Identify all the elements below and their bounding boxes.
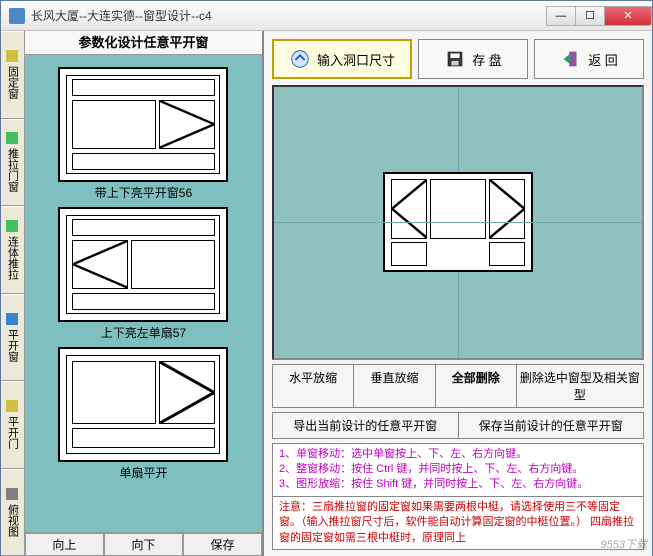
tab-label: 俯视图 (4, 504, 20, 537)
button-label: 返 回 (588, 50, 618, 69)
tab-icon (6, 50, 18, 62)
tab-icon (6, 400, 18, 412)
hinge-icon (160, 101, 214, 148)
io-buttons: 导出当前设计的任意平开窗 保存当前设计的任意平开窗 (272, 412, 644, 439)
exit-icon (560, 48, 582, 70)
template-nav: 向上 向下 保存 (25, 532, 262, 556)
help-line: 3、图形放缩：按住 Shift 键，并同时按上、下、左、右方向键。 (279, 477, 637, 492)
tab-icon (6, 132, 18, 144)
titlebar: 长风大厦--大连实德--窗型设计--c4 — ☐ ✕ (1, 1, 652, 31)
tab-combo-sliding[interactable]: 连体推拉 (1, 206, 24, 294)
tab-label: 固定窗 (4, 66, 20, 99)
window-controls: — ☐ ✕ (547, 6, 652, 26)
tab-casement-window[interactable]: 平开窗 (1, 294, 24, 382)
save-icon (444, 48, 466, 70)
template-label: 单扇平开 (31, 464, 256, 481)
window-shape[interactable] (383, 172, 533, 272)
help-line: 1、单窗移动：选中单窗按上、下、左、右方向键。 (279, 447, 637, 462)
tab-top-view[interactable]: 俯视图 (1, 469, 24, 556)
delete-selected-button[interactable]: 删除选中窗型及相关窗型 (517, 365, 643, 407)
measure-icon (289, 48, 311, 70)
delete-all-button[interactable]: 全部删除 (436, 365, 517, 407)
window-title: 长风大厦--大连实德--窗型设计--c4 (31, 7, 547, 24)
template-panel: 参数化设计任意平开窗 带上下亮平开窗56 (25, 31, 264, 556)
close-button[interactable]: ✕ (604, 6, 652, 26)
hinge-icon (160, 362, 214, 423)
tab-label: 平开窗 (4, 329, 20, 362)
design-canvas[interactable] (272, 85, 644, 360)
back-button[interactable]: 返 回 (534, 39, 644, 79)
tab-casement-door[interactable]: 平开门 (1, 381, 24, 469)
tab-label: 连体推拉 (4, 236, 20, 280)
tab-fixed-window[interactable]: 固定窗 (1, 31, 24, 119)
vscale-button[interactable]: 垂直放缩 (354, 365, 435, 407)
button-label: 输入洞口尺寸 (317, 50, 395, 69)
save-current-button[interactable]: 保存当前设计的任意平开窗 (459, 413, 644, 438)
template-list: 带上下亮平开窗56 上下亮左单扇57 (25, 55, 262, 532)
help-text: 1、单窗移动：选中单窗按上、下、左、右方向键。 2、整窗移动：按住 Ctrl 键… (272, 443, 644, 497)
minimize-button[interactable]: — (546, 6, 576, 26)
button-label: 存 盘 (472, 50, 502, 69)
template-label: 带上下亮平开窗56 (31, 184, 256, 201)
save-button[interactable]: 存 盘 (418, 39, 528, 79)
hinge-icon (490, 180, 525, 238)
scale-buttons: 水平放缩 垂直放缩 全部删除 删除选中窗型及相关窗型 (272, 364, 644, 408)
template-panel-title: 参数化设计任意平开窗 (25, 31, 262, 55)
tab-label: 推拉门窗 (4, 148, 20, 192)
tab-icon (6, 220, 18, 232)
maximize-button[interactable]: ☐ (575, 6, 605, 26)
app-window: 长风大厦--大连实德--窗型设计--c4 — ☐ ✕ 固定窗 推拉门窗 连体推拉… (0, 0, 653, 556)
template-thumb[interactable] (58, 67, 228, 182)
export-button[interactable]: 导出当前设计的任意平开窗 (273, 413, 459, 438)
tab-label: 平开门 (4, 416, 20, 449)
note-text: 注意：三扇推拉窗的固定窗如果需要两根中梃，请选择使用三不等固定窗。（输入推拉窗尺… (272, 497, 644, 550)
nav-down-button[interactable]: 向下 (104, 533, 183, 556)
hscale-button[interactable]: 水平放缩 (273, 365, 354, 407)
nav-up-button[interactable]: 向上 (25, 533, 104, 556)
tab-icon (6, 313, 18, 325)
toolbar: 输入洞口尺寸 存 盘 返 回 (268, 35, 648, 83)
hinge-icon (392, 180, 427, 238)
design-panel: 输入洞口尺寸 存 盘 返 回 (264, 31, 652, 556)
template-label: 上下亮左单扇57 (31, 324, 256, 341)
nav-save-button[interactable]: 保存 (183, 533, 262, 556)
template-thumb[interactable] (58, 347, 228, 462)
input-size-button[interactable]: 输入洞口尺寸 (272, 39, 412, 79)
left-tabs: 固定窗 推拉门窗 连体推拉 平开窗 平开门 俯视图 (1, 31, 25, 556)
template-thumb[interactable] (58, 207, 228, 322)
client-area: 固定窗 推拉门窗 连体推拉 平开窗 平开门 俯视图 参数化设计任意平开窗 (1, 31, 652, 556)
app-icon (9, 8, 25, 24)
tab-sliding-door[interactable]: 推拉门窗 (1, 119, 24, 207)
help-line: 2、整窗移动：按住 Ctrl 键，并同时按上、下、左、右方向键。 (279, 462, 637, 477)
hinge-icon (73, 241, 127, 288)
tab-icon (6, 488, 18, 500)
